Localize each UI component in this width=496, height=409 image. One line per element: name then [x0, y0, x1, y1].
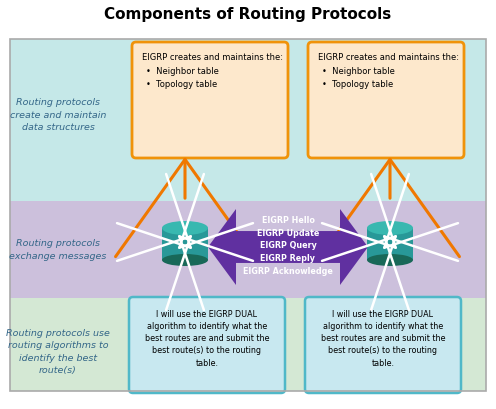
Text: Routing protocols
create and maintain
data structures: Routing protocols create and maintain da… — [10, 98, 106, 132]
Text: EIGRP creates and maintains the:: EIGRP creates and maintains the: — [142, 53, 283, 62]
Bar — [162, 229, 208, 261]
Ellipse shape — [162, 221, 208, 236]
Text: •  Neighbor table: • Neighbor table — [146, 67, 219, 76]
Bar — [10, 202, 486, 301]
Text: •  Topology table: • Topology table — [322, 80, 393, 89]
Bar — [10, 298, 486, 391]
Text: Routing protocols use
routing algorithms to
identify the best
route(s): Routing protocols use routing algorithms… — [6, 328, 110, 374]
FancyBboxPatch shape — [129, 297, 285, 393]
FancyBboxPatch shape — [308, 43, 464, 159]
Bar — [367, 229, 413, 261]
Text: Routing protocols
exchange messages: Routing protocols exchange messages — [9, 239, 107, 260]
Text: I will use the EIGRP DUAL
algorithm to identify what the
best routes are and sub: I will use the EIGRP DUAL algorithm to i… — [321, 309, 445, 367]
Ellipse shape — [162, 254, 208, 266]
Text: I will use the EIGRP DUAL
algorithm to identify what the
best routes are and sub: I will use the EIGRP DUAL algorithm to i… — [145, 309, 269, 367]
Bar — [10, 40, 486, 204]
FancyBboxPatch shape — [132, 43, 288, 159]
Polygon shape — [208, 209, 368, 285]
Text: EIGRP creates and maintains the:: EIGRP creates and maintains the: — [318, 53, 459, 62]
Text: •  Topology table: • Topology table — [146, 80, 217, 89]
Ellipse shape — [367, 221, 413, 236]
Text: EIGRP Hello
EIGRP Update
EIGRP Query
EIGRP Reply
EIGRP Acknowledge: EIGRP Hello EIGRP Update EIGRP Query EIG… — [243, 215, 333, 276]
Bar — [10, 40, 486, 391]
Text: •  Neighbor table: • Neighbor table — [322, 67, 395, 76]
Text: Components of Routing Protocols: Components of Routing Protocols — [104, 7, 392, 21]
Ellipse shape — [367, 254, 413, 266]
FancyBboxPatch shape — [305, 297, 461, 393]
